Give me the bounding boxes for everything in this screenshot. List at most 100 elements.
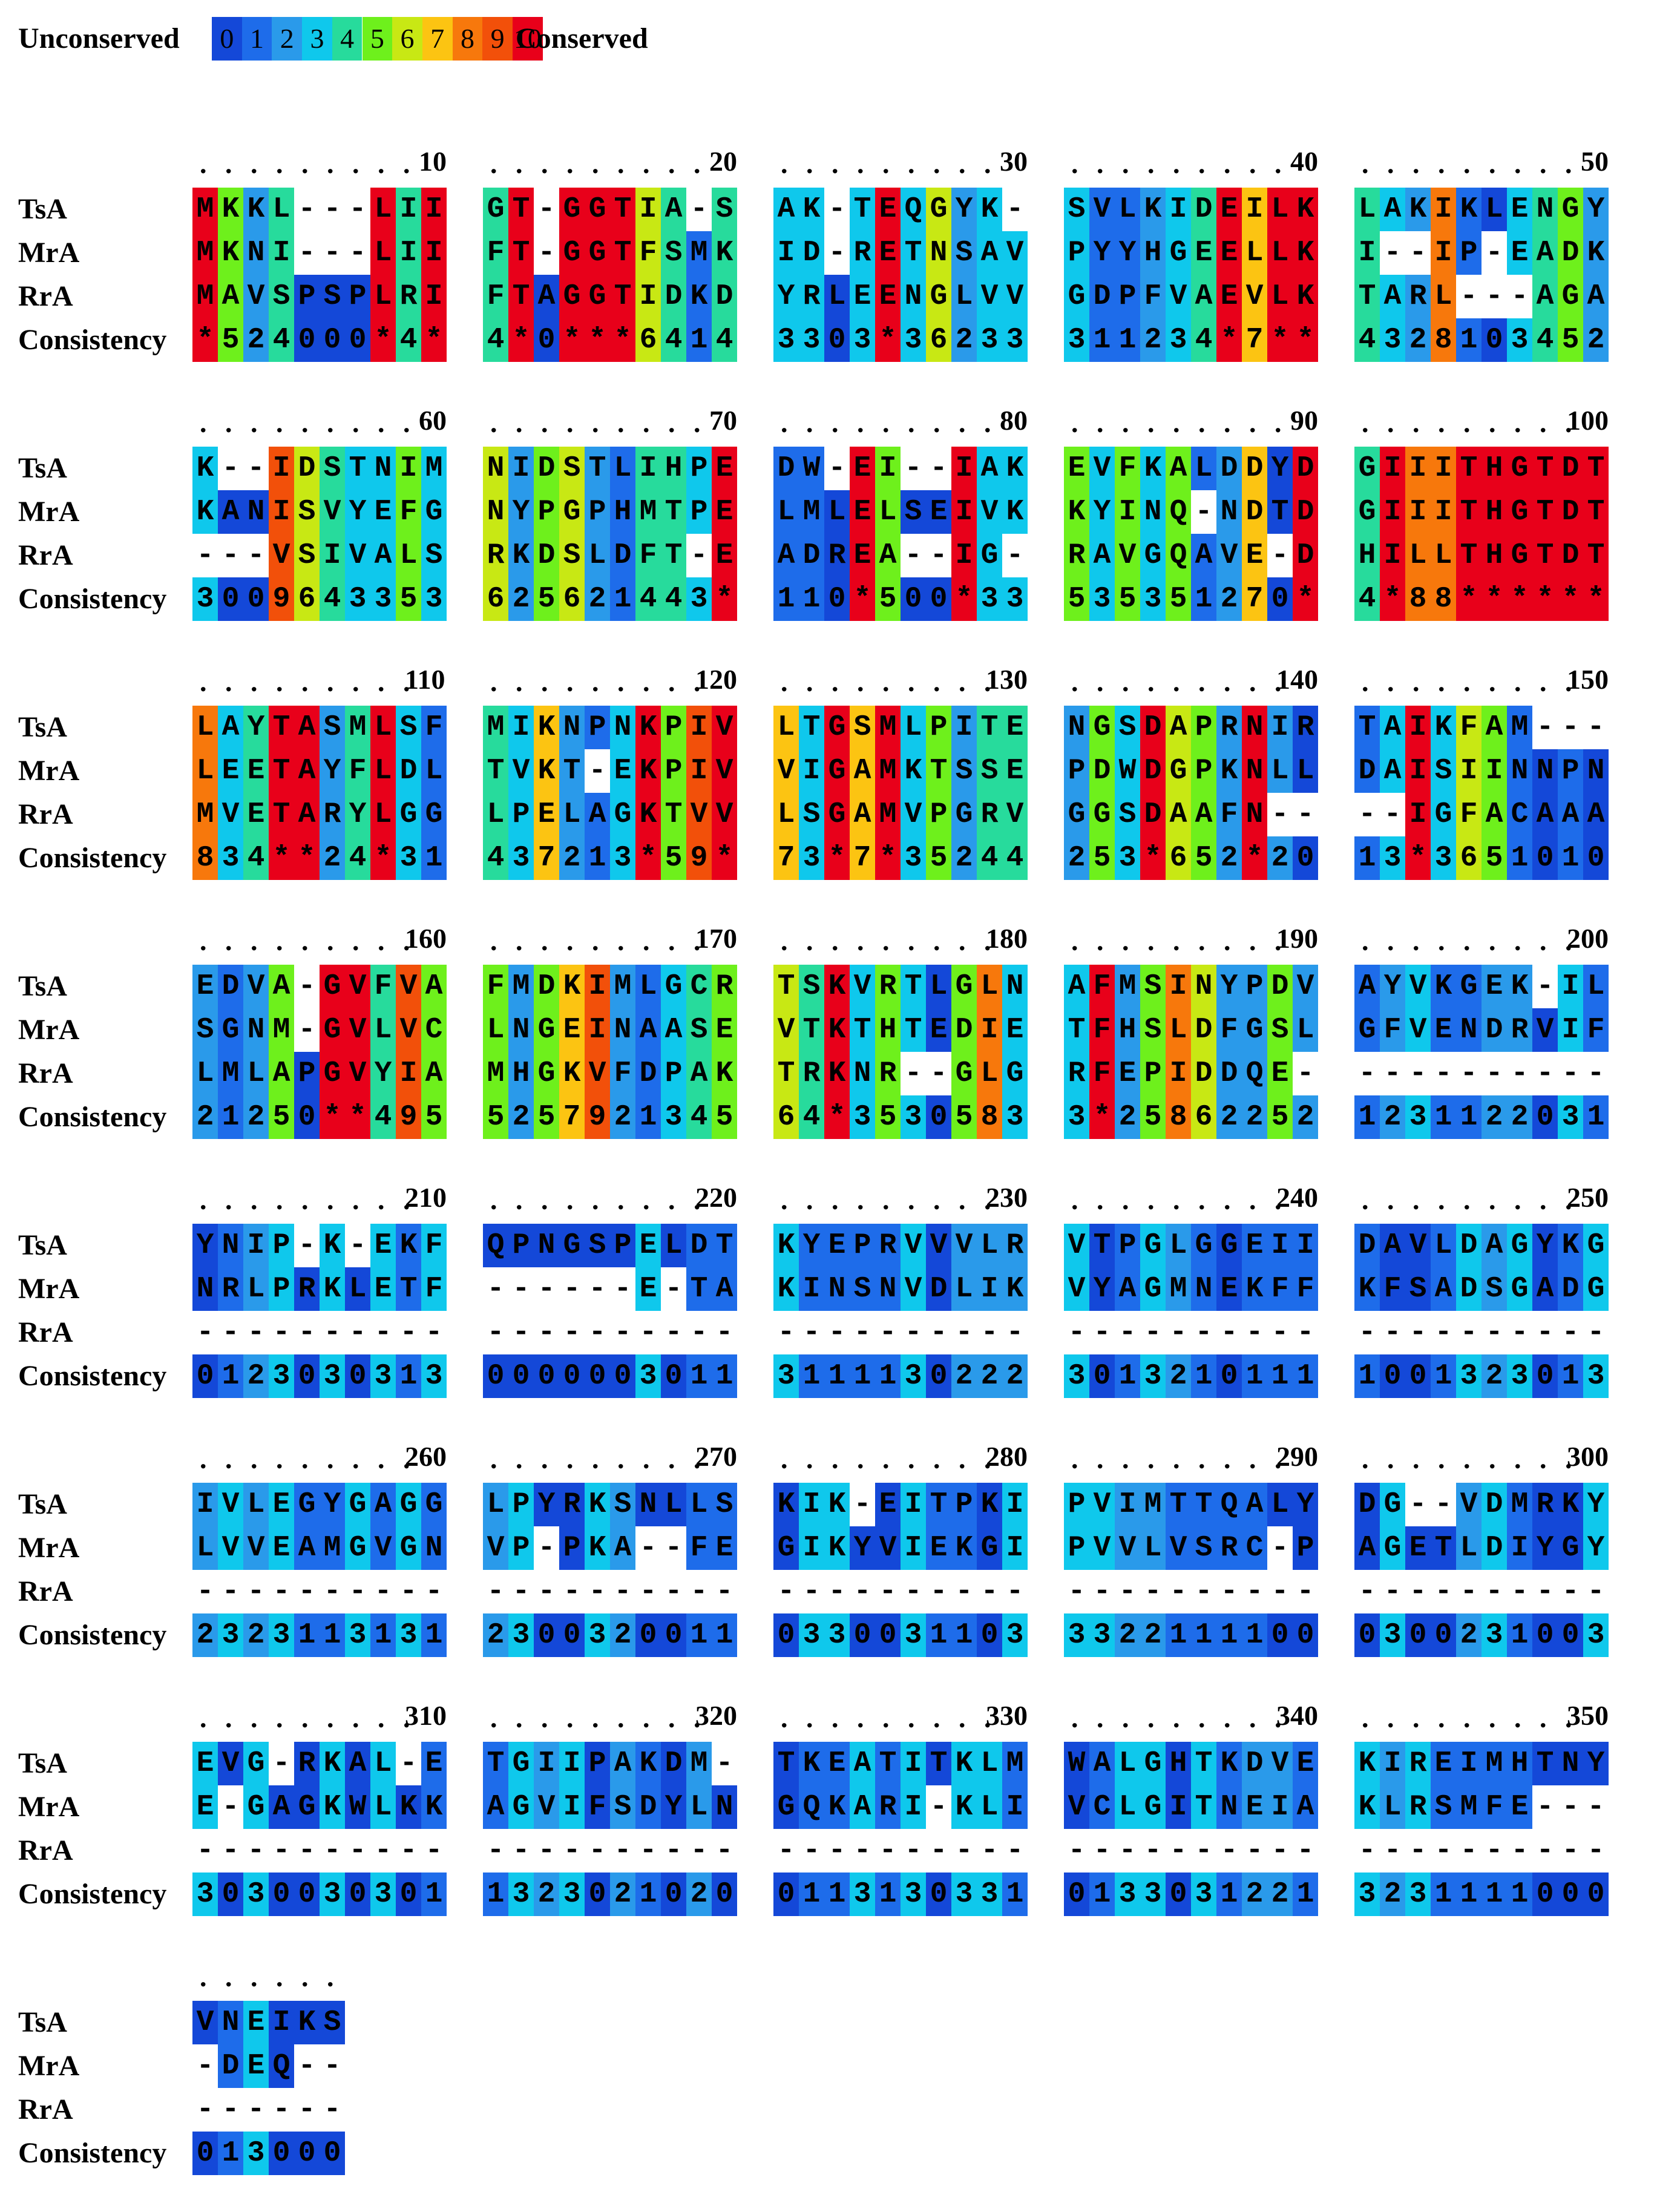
- consistency-residue: *: [559, 318, 585, 362]
- tsa-residue: K: [320, 1742, 345, 1785]
- tsa-residue: L: [926, 965, 951, 1008]
- rra-residue: -: [323, 1316, 341, 1349]
- position-dot: .: [352, 1184, 359, 1215]
- position-dot: .: [592, 925, 599, 956]
- tsa-residue: R: [1002, 1224, 1028, 1267]
- rra-residue: -: [664, 1834, 683, 1867]
- rra-residue: P: [508, 793, 534, 836]
- tsa-residue: S: [320, 447, 345, 490]
- rra-residue: D: [1140, 793, 1166, 836]
- position-dot: .: [1438, 1184, 1445, 1215]
- tsa-residue: -: [853, 1488, 871, 1521]
- position-dot: .: [1514, 1184, 1521, 1215]
- rra-residue: -: [802, 1316, 821, 1349]
- mra-residue: -: [828, 237, 846, 269]
- position-dot: .: [1147, 407, 1155, 438]
- rra-residue: -: [323, 2093, 341, 2126]
- mra-residue: Q: [269, 2044, 294, 2088]
- rra-residue: -: [1296, 1575, 1314, 1608]
- consistency-residue: 0: [345, 1873, 370, 1916]
- position-dot: .: [352, 666, 359, 697]
- position-number: 140: [1276, 664, 1318, 695]
- rra-residue: D: [1558, 534, 1583, 577]
- rra-residue: P: [1140, 1052, 1166, 1095]
- rra-residue: -: [1195, 1834, 1213, 1867]
- rra-residue: D: [1089, 275, 1115, 318]
- consistency-residue: 4: [1532, 318, 1558, 362]
- tsa-residue: T: [1089, 1224, 1115, 1267]
- rra-residue: V: [243, 275, 269, 318]
- mra-residue: V: [1405, 1008, 1431, 1052]
- position-dot: .: [276, 148, 283, 179]
- tsa-residue: D: [1216, 447, 1242, 490]
- rra-residue: -: [1587, 1834, 1605, 1867]
- position-dot: .: [516, 666, 523, 697]
- position-dot: .: [933, 1184, 940, 1215]
- mra-residue: S: [951, 749, 977, 793]
- consistency-residue: 0: [294, 1354, 320, 1398]
- rra-residue: R: [977, 793, 1002, 836]
- tsa-residue: L: [610, 447, 635, 490]
- position-number: 330: [986, 1700, 1028, 1731]
- rra-residue: E: [243, 793, 269, 836]
- tsa-residue: Y: [192, 1224, 218, 1267]
- consistency-residue: 0: [269, 2132, 294, 2175]
- tsa-residue: I: [1405, 706, 1431, 749]
- mra-residue: K: [712, 231, 737, 275]
- legend-score-6: 6: [392, 17, 422, 61]
- tsa-residue: G: [345, 1483, 370, 1526]
- rra-residue: -: [1536, 1316, 1554, 1349]
- consistency-residue: 0: [534, 1354, 559, 1398]
- rra-residue: -: [1093, 1834, 1111, 1867]
- tsa-residue: -: [1536, 970, 1554, 1003]
- rra-residue: -: [221, 1834, 240, 1867]
- position-dot: .: [200, 1702, 207, 1733]
- tsa-residue: K: [1293, 188, 1318, 231]
- position-dot: .: [592, 407, 599, 438]
- mra-residue: K: [1583, 231, 1609, 275]
- position-dot: .: [1147, 1184, 1155, 1215]
- tsa-residue: E: [850, 447, 875, 490]
- consistency-residue: 1: [421, 1873, 447, 1916]
- consistency-residue: 3: [1064, 1354, 1089, 1398]
- tsa-residue: M: [1507, 706, 1532, 749]
- mra-residue: A: [635, 1008, 661, 1052]
- mra-residue: E: [875, 231, 901, 275]
- rra-residue: -: [980, 1316, 999, 1349]
- position-dot: .: [1275, 148, 1282, 179]
- tsa-residue: T: [1191, 1742, 1216, 1785]
- position-number: 150: [1567, 664, 1609, 695]
- position-dot: .: [1540, 666, 1547, 697]
- rra-residue: F: [483, 275, 508, 318]
- rra-residue: -: [1561, 1057, 1580, 1090]
- rra-residue: -: [196, 539, 214, 572]
- rra-residue: -: [853, 1575, 871, 1608]
- tsa-residue: N: [1532, 188, 1558, 231]
- mra-residue: Y: [1089, 490, 1115, 534]
- tsa-residue: A: [977, 447, 1002, 490]
- tsa-residue: L: [1431, 1224, 1456, 1267]
- rra-residue: M: [218, 1052, 243, 1095]
- position-dot: .: [403, 407, 410, 438]
- tsa-residue: L: [370, 188, 396, 231]
- tsa-residue: E: [1481, 965, 1507, 1008]
- consistency-residue: 3: [1380, 836, 1405, 880]
- mra-residue: L: [1293, 749, 1318, 793]
- position-dot: .: [1438, 1443, 1445, 1474]
- mra-residue: K: [635, 749, 661, 793]
- tsa-residue: E: [824, 1742, 850, 1785]
- position-dot: .: [378, 1443, 385, 1474]
- position-dot: .: [301, 1961, 309, 1992]
- rra-residue: -: [1068, 1834, 1086, 1867]
- tsa-residue: D: [773, 447, 799, 490]
- position-dot: .: [1514, 1702, 1521, 1733]
- position-dot: .: [781, 1702, 788, 1733]
- tsa-residue: D: [1456, 1224, 1481, 1267]
- tsa-residue: G: [1456, 965, 1481, 1008]
- tsa-residue: K: [1354, 1742, 1380, 1785]
- tsa-residue: K: [824, 1483, 850, 1526]
- tsa-residue: V: [243, 965, 269, 1008]
- consistency-residue: 1: [1456, 1873, 1481, 1916]
- mra-residue: E: [850, 490, 875, 534]
- mra-residue: R: [218, 1267, 243, 1311]
